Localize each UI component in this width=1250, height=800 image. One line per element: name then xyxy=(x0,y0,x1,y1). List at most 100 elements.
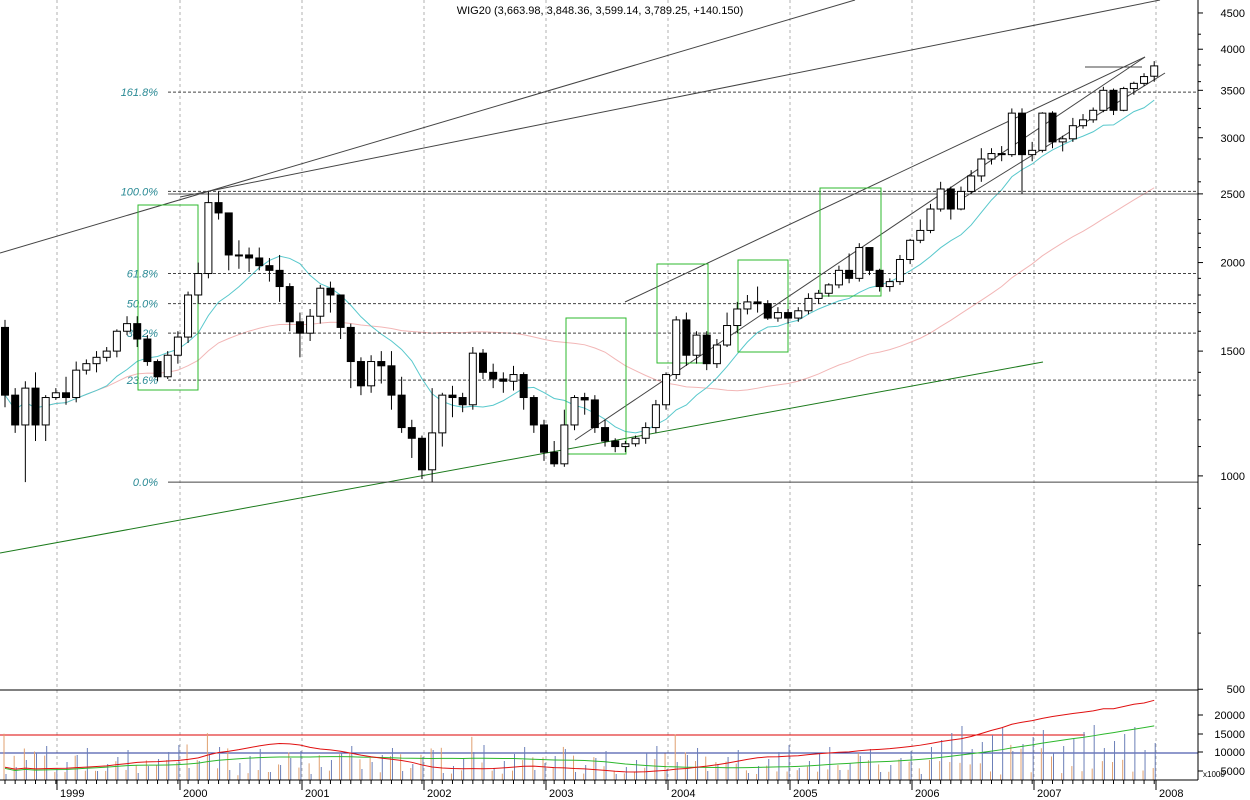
candle-up xyxy=(956,190,965,210)
candle-down xyxy=(275,269,284,288)
candle xyxy=(377,351,386,384)
candle xyxy=(326,281,335,313)
candle xyxy=(651,399,660,433)
candle xyxy=(672,316,681,380)
candle-down xyxy=(529,397,538,426)
candle xyxy=(123,316,132,336)
candle-up xyxy=(72,369,81,399)
candle-down xyxy=(224,212,233,256)
candle xyxy=(1028,141,1037,162)
candle-up xyxy=(906,239,915,260)
candle-down xyxy=(1,326,9,396)
fibonacci-label: 38.2% xyxy=(127,328,158,340)
candle-up xyxy=(834,269,843,286)
candle xyxy=(1079,114,1088,129)
candle xyxy=(245,247,254,272)
candle-down xyxy=(875,269,884,288)
candle xyxy=(1048,111,1057,149)
long-term-support-line xyxy=(0,361,1044,554)
candle xyxy=(1038,112,1047,153)
candle xyxy=(1099,86,1108,113)
candle-up xyxy=(367,361,376,387)
candle-up xyxy=(102,350,111,358)
candle-up xyxy=(570,397,579,426)
candle-down xyxy=(407,427,416,439)
candle-up xyxy=(51,392,60,399)
candle xyxy=(255,247,264,271)
candle xyxy=(723,312,732,348)
year-tick-label: 2004 xyxy=(671,788,695,800)
candle-down xyxy=(611,440,620,448)
price-tick-label: 2500 xyxy=(1221,189,1245,201)
candle-up xyxy=(560,424,569,465)
year-tick-label: 2000 xyxy=(183,788,207,800)
candle xyxy=(163,351,172,380)
consolidation-box xyxy=(565,317,627,455)
candle-down xyxy=(214,202,223,214)
candle xyxy=(926,203,935,234)
candle-down xyxy=(753,301,762,305)
candle xyxy=(956,186,965,211)
candle xyxy=(895,254,904,285)
candle xyxy=(285,283,294,332)
candle-down xyxy=(784,312,793,319)
candle xyxy=(1109,88,1118,116)
candle xyxy=(814,289,823,304)
candle-up xyxy=(1089,109,1098,121)
fibonacci-label: 100.0% xyxy=(121,186,159,198)
candle-down xyxy=(326,287,335,296)
candle xyxy=(733,301,742,334)
candle xyxy=(967,170,976,194)
candle xyxy=(153,359,162,382)
candle-up xyxy=(662,374,671,406)
candle xyxy=(214,191,223,220)
candle xyxy=(997,146,1006,162)
price-tick-label: 4000 xyxy=(1221,44,1245,56)
candle xyxy=(234,240,243,269)
candle xyxy=(316,284,325,324)
candle-up xyxy=(936,188,945,210)
candle-down xyxy=(356,361,365,387)
candle-up xyxy=(824,284,833,294)
candle xyxy=(72,361,81,403)
candle xyxy=(916,219,925,244)
candle-up xyxy=(438,394,447,434)
candle xyxy=(570,395,579,431)
candle-up xyxy=(1150,65,1159,77)
candle-up xyxy=(895,258,904,283)
consolidation-boxes xyxy=(137,187,882,455)
year-tick-label: 2008 xyxy=(1159,788,1183,800)
candle xyxy=(611,438,620,453)
candle xyxy=(662,372,671,410)
candle-up xyxy=(92,356,101,365)
candle-down xyxy=(153,361,162,378)
candle xyxy=(438,392,447,447)
candle xyxy=(621,441,630,453)
candle-down xyxy=(682,319,691,356)
candle xyxy=(367,355,376,393)
candle-down xyxy=(550,451,559,465)
candle xyxy=(875,268,884,292)
candle-up xyxy=(885,281,894,288)
candle-up xyxy=(916,229,925,241)
chart-title: WIG20 (3,663.98, 3,848.36, 3,599.14, 3,7… xyxy=(457,5,744,17)
candle-up xyxy=(672,319,681,376)
candle-up xyxy=(804,297,813,312)
candle-down xyxy=(590,399,599,429)
candle-down xyxy=(265,265,274,271)
candle xyxy=(397,376,406,433)
candle xyxy=(987,148,996,165)
candle-down xyxy=(245,254,254,259)
candle xyxy=(448,385,457,418)
indicator-unit-label: x1000 xyxy=(1203,770,1225,779)
candle-up xyxy=(184,294,193,338)
candle-up xyxy=(1068,125,1077,140)
consolidation-box xyxy=(737,259,789,353)
year-tick-label: 2006 xyxy=(915,788,939,800)
candle xyxy=(519,372,528,410)
candle xyxy=(906,238,915,265)
candle-up xyxy=(1079,119,1088,127)
candle xyxy=(977,148,986,182)
candle xyxy=(11,388,20,433)
